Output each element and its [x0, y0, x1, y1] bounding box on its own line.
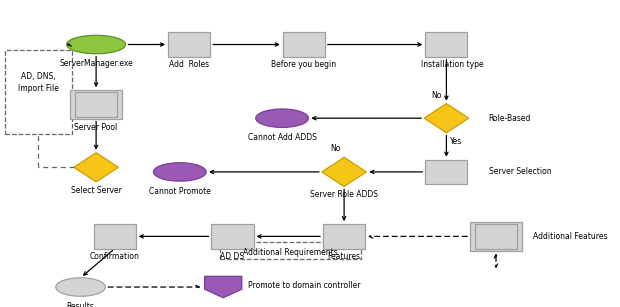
Polygon shape: [322, 157, 366, 186]
Text: Server Pool: Server Pool: [74, 123, 118, 132]
Text: Server Role ADDS: Server Role ADDS: [310, 190, 378, 199]
FancyBboxPatch shape: [283, 32, 325, 57]
FancyBboxPatch shape: [470, 222, 522, 251]
Text: Additional Requirements: Additional Requirements: [244, 248, 338, 257]
Polygon shape: [424, 104, 469, 133]
Text: AD DS: AD DS: [221, 252, 244, 261]
Text: Promote to domain controller: Promote to domain controller: [248, 281, 360, 290]
Text: Cannot Promote: Cannot Promote: [149, 187, 211, 196]
Ellipse shape: [153, 163, 206, 181]
Ellipse shape: [66, 35, 125, 54]
FancyBboxPatch shape: [425, 32, 467, 57]
Text: Add  Roles: Add Roles: [169, 60, 209, 69]
FancyBboxPatch shape: [323, 224, 365, 249]
Text: Before you begin: Before you begin: [271, 60, 337, 69]
Polygon shape: [74, 153, 118, 182]
Ellipse shape: [56, 278, 105, 296]
FancyBboxPatch shape: [75, 92, 117, 117]
FancyBboxPatch shape: [211, 224, 254, 249]
Text: Features: Features: [327, 252, 361, 261]
Text: Cannot Add ADDS: Cannot Add ADDS: [247, 133, 317, 142]
Text: ServerManager.exe: ServerManager.exe: [60, 59, 133, 68]
FancyBboxPatch shape: [70, 90, 122, 119]
Text: No: No: [330, 144, 340, 153]
Text: Server Selection: Server Selection: [489, 167, 551, 177]
Text: Installation type: Installation type: [421, 60, 484, 69]
Text: Additional Features: Additional Features: [533, 232, 608, 241]
Text: Yes: Yes: [450, 137, 463, 146]
Text: Select Server: Select Server: [71, 186, 122, 195]
FancyBboxPatch shape: [475, 224, 517, 249]
FancyBboxPatch shape: [94, 224, 136, 249]
Polygon shape: [205, 276, 242, 298]
Text: AD, DNS,
Import File: AD, DNS, Import File: [18, 72, 59, 93]
Ellipse shape: [256, 109, 309, 127]
Text: Confirmation: Confirmation: [90, 252, 140, 261]
Text: Role-Based: Role-Based: [489, 114, 531, 123]
Text: Results: Results: [67, 302, 94, 307]
FancyBboxPatch shape: [168, 32, 210, 57]
FancyBboxPatch shape: [425, 160, 467, 184]
Text: No: No: [431, 91, 441, 100]
